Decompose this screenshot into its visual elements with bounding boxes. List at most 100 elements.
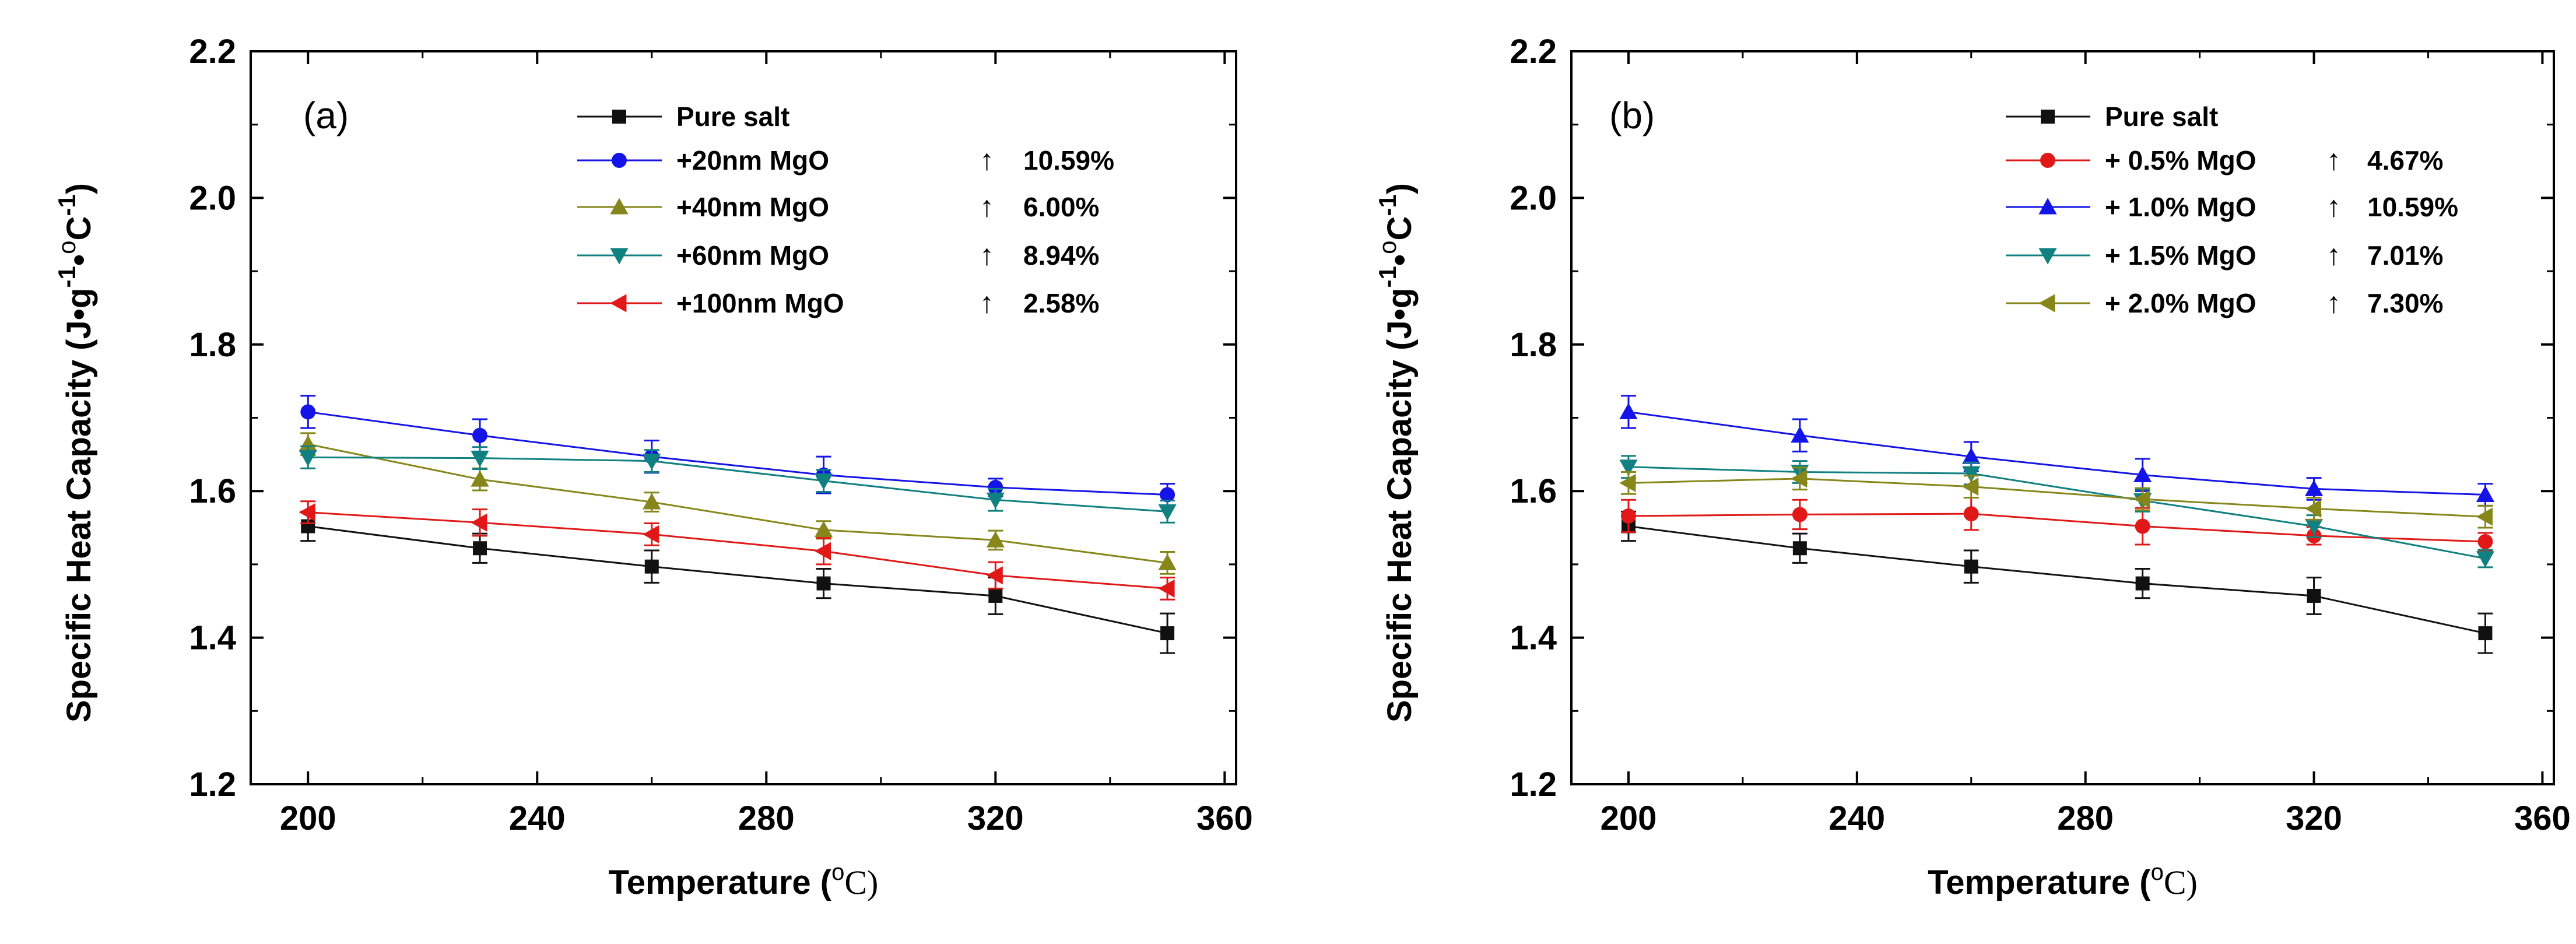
increase-percent: 10.59% bbox=[2367, 192, 2458, 222]
data-point bbox=[1963, 506, 1979, 522]
data-point bbox=[1962, 466, 1981, 483]
y-axis-title-close: ) bbox=[1381, 183, 1419, 194]
data-point bbox=[2307, 588, 2321, 603]
x-tick-label: 240 bbox=[1829, 799, 1885, 837]
x-axis-title-text: Temperature ( bbox=[1928, 864, 2151, 901]
data-point bbox=[1619, 473, 1636, 492]
data-point bbox=[1962, 447, 1981, 464]
series-line bbox=[308, 456, 1168, 513]
legend-marker bbox=[612, 153, 627, 168]
y-axis-unit-g: g bbox=[1381, 288, 1419, 308]
y-axis-title-text: Specific Heat Capacity (J bbox=[60, 320, 98, 722]
data-point bbox=[471, 513, 487, 532]
data-point bbox=[2135, 518, 2150, 534]
x-axis-unit: C) bbox=[844, 864, 878, 901]
up-arrow-icon: ↑ bbox=[980, 143, 994, 176]
data-point bbox=[814, 473, 833, 490]
legend-label: + 0.5% MgO bbox=[2105, 145, 2256, 176]
series-1-0-mgo bbox=[1619, 395, 2495, 507]
bullet: • bbox=[1381, 254, 1419, 266]
chart-panel-b: 1.2 1.4 1.6 1.8 2.0 2.2 200 240 280 320 360 Tempera… bbox=[1374, 33, 2571, 901]
superscript: -1 bbox=[1374, 266, 1401, 287]
legend-marker bbox=[2038, 198, 2057, 215]
bullet: • bbox=[1381, 308, 1419, 320]
chart-panel-a: 1.2 1.4 1.6 1.8 2.0 2.2 200 240 280 320 360 Tempera… bbox=[53, 33, 1253, 901]
data-point bbox=[1621, 508, 1636, 524]
x-tick-label: 360 bbox=[2514, 799, 2571, 837]
data-point bbox=[2135, 576, 2150, 591]
legend-marker bbox=[610, 248, 629, 265]
data-point bbox=[1619, 402, 1638, 419]
data-point bbox=[644, 559, 659, 574]
series-pure-salt bbox=[1620, 510, 2493, 654]
series-line bbox=[1628, 466, 2486, 560]
up-arrow-icon: ↑ bbox=[980, 286, 994, 319]
x-tick-label: 320 bbox=[2286, 799, 2342, 837]
data-point bbox=[1791, 469, 1808, 488]
data-point bbox=[986, 492, 1005, 509]
degree-mark: o bbox=[831, 859, 844, 885]
x-tick-label: 320 bbox=[967, 799, 1024, 837]
legend-marker bbox=[612, 110, 626, 124]
series-pure-salt bbox=[300, 510, 1175, 654]
data-point bbox=[1158, 579, 1175, 598]
data-point bbox=[2304, 499, 2322, 518]
increase-percent: 7.30% bbox=[2367, 288, 2443, 318]
data-point bbox=[2478, 626, 2493, 641]
data-point bbox=[2133, 465, 2152, 483]
data-point bbox=[2133, 490, 2150, 508]
x-axis-title: Temperature (oC) bbox=[609, 859, 879, 901]
data-point bbox=[473, 541, 487, 556]
data-point bbox=[1160, 626, 1175, 641]
series-line bbox=[1628, 513, 2486, 543]
data-point bbox=[299, 503, 315, 522]
x-tick-label: 200 bbox=[280, 799, 336, 837]
data-point bbox=[1792, 541, 1807, 556]
data-point bbox=[2304, 479, 2324, 496]
degree-mark: o bbox=[1374, 240, 1401, 254]
up-arrow-icon: ↑ bbox=[980, 238, 994, 271]
superscript: -1 bbox=[1374, 194, 1401, 216]
data-point bbox=[986, 566, 1003, 585]
degree-mark: o bbox=[53, 240, 80, 254]
series-line bbox=[307, 443, 1168, 564]
data-point bbox=[643, 454, 661, 471]
increase-percent: 6.00% bbox=[1023, 192, 1099, 222]
y-axis-title: Specific Heat Capacity (J•g-1•oC-1) bbox=[1374, 183, 1419, 722]
data-point bbox=[643, 493, 661, 510]
series-line bbox=[308, 525, 1168, 634]
y-tick-label: 1.6 bbox=[1510, 472, 1557, 510]
series-line bbox=[1628, 525, 2486, 634]
legend-label: Pure salt bbox=[676, 101, 789, 132]
data-point bbox=[2476, 485, 2495, 502]
series-line bbox=[308, 511, 1168, 589]
increase-percent: 7.01% bbox=[2367, 240, 2443, 271]
panel-label: (b) bbox=[1609, 94, 1655, 136]
y-tick-label: 1.8 bbox=[1510, 326, 1557, 364]
up-arrow-icon: ↑ bbox=[2326, 286, 2341, 319]
series-2-0-mgo bbox=[1619, 466, 2493, 529]
y-tick-label: 2.2 bbox=[189, 33, 236, 71]
data-point bbox=[300, 404, 316, 420]
increase-percent: 4.67% bbox=[2367, 145, 2443, 176]
x-axis-title: Temperature (oC) bbox=[1928, 859, 2198, 901]
y-tick-label: 1.2 bbox=[189, 766, 236, 803]
data-point bbox=[2304, 519, 2324, 536]
y-tick-label: 1.4 bbox=[1510, 619, 1557, 657]
data-point bbox=[299, 450, 317, 466]
data-point bbox=[2477, 534, 2493, 549]
legend-marker bbox=[610, 294, 627, 313]
superscript: -1 bbox=[53, 194, 80, 216]
degree-mark: o bbox=[2151, 859, 2164, 885]
data-point bbox=[988, 479, 1003, 495]
data-point bbox=[471, 451, 489, 468]
superscript: -1 bbox=[53, 266, 80, 287]
data-point bbox=[986, 531, 1005, 548]
y-tick-label: 1.2 bbox=[1510, 766, 1557, 803]
increase-percent: 8.94% bbox=[1023, 240, 1099, 271]
y-tick-label: 2.0 bbox=[1510, 179, 1557, 217]
y-tick-label: 1.6 bbox=[189, 472, 236, 510]
increase-percent: 10.59% bbox=[1023, 145, 1114, 176]
legend-label: Pure salt bbox=[2105, 101, 2218, 132]
